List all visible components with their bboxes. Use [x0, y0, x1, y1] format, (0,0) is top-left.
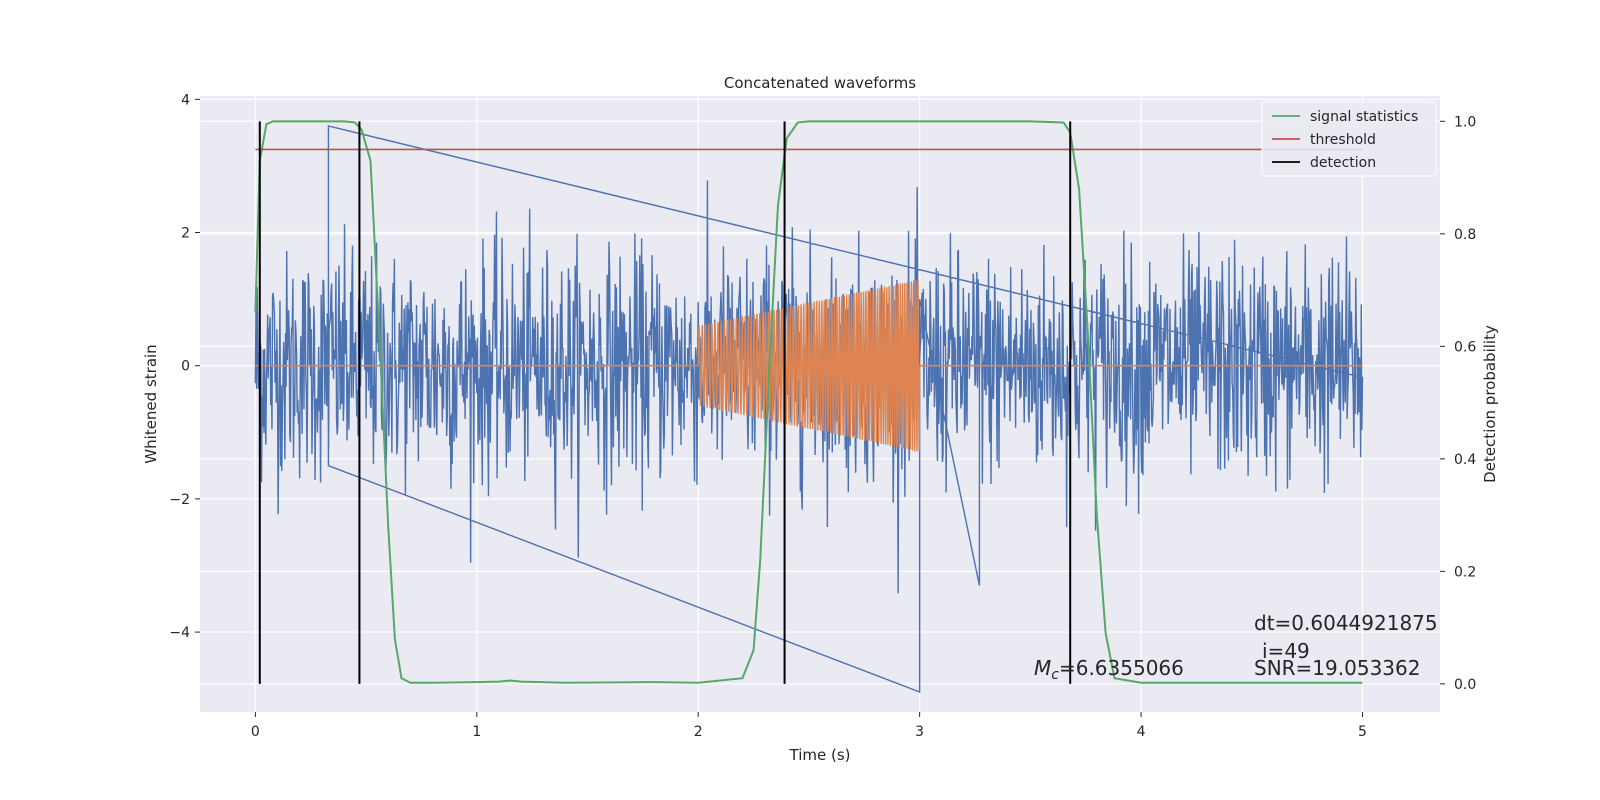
y2-tick-label: 0.4 — [1454, 452, 1476, 468]
legend-label-threshold: threshold — [1310, 132, 1376, 148]
x-tick-label: 5 — [1358, 724, 1367, 740]
annotation-dt: dt=0.6044921875 — [1254, 611, 1438, 635]
x-tick-label: 3 — [915, 724, 924, 740]
legend: signal statistics threshold detection — [1261, 101, 1437, 177]
y-tick-label: 2 — [181, 226, 190, 242]
signal-statistics-line — [254, 120, 1363, 684]
y-tick-label: 4 — [181, 92, 190, 108]
x-axis-label: Time (s) — [789, 746, 851, 764]
y2-axis-label: Detection probability — [1481, 325, 1499, 483]
x-tick-label: 0 — [251, 724, 260, 740]
mc-symbol: M — [1034, 656, 1051, 680]
legend-box — [1261, 101, 1437, 177]
legend-label-statistics: signal statistics — [1310, 109, 1418, 125]
injected-signal-trace — [697, 279, 921, 452]
y-axis-label: Whitened strain — [142, 344, 160, 463]
y2-tick-label: 0.8 — [1454, 227, 1476, 243]
y2-tick-label: 1.0 — [1454, 114, 1476, 130]
x-tick-label: 1 — [472, 724, 481, 740]
annotation-snr: SNR=19.053362 — [1254, 656, 1420, 680]
detection-layer — [258, 121, 1072, 684]
mc-subscript: c — [1051, 667, 1059, 683]
y-tick-label: 0 — [181, 359, 190, 375]
stats-layer — [254, 120, 1363, 684]
x-tick-label: 4 — [1137, 724, 1146, 740]
annotation-mc: Mc=6.6355066 — [1034, 656, 1184, 683]
y2-tick-label: 0.0 — [1454, 677, 1476, 693]
y2-tick-label: 0.2 — [1454, 564, 1476, 580]
y-tick-label: −4 — [169, 625, 190, 641]
ticks-layer: 0 1 2 3 4 5 −4 −2 0 2 4 0.0 0.2 0.4 0.6 0.8 1.0 — [169, 92, 1476, 740]
y2-tick-label: 0.6 — [1454, 339, 1476, 355]
chart-title: Concatenated waveforms — [724, 74, 916, 92]
annotation-i: i=49 — [1262, 639, 1310, 663]
mc-value: =6.6355066 — [1059, 656, 1184, 680]
x-tick-label: 2 — [694, 724, 703, 740]
signal-layer — [255, 279, 1363, 452]
y-tick-label: −2 — [169, 492, 190, 508]
legend-label-detection: detection — [1310, 155, 1376, 171]
